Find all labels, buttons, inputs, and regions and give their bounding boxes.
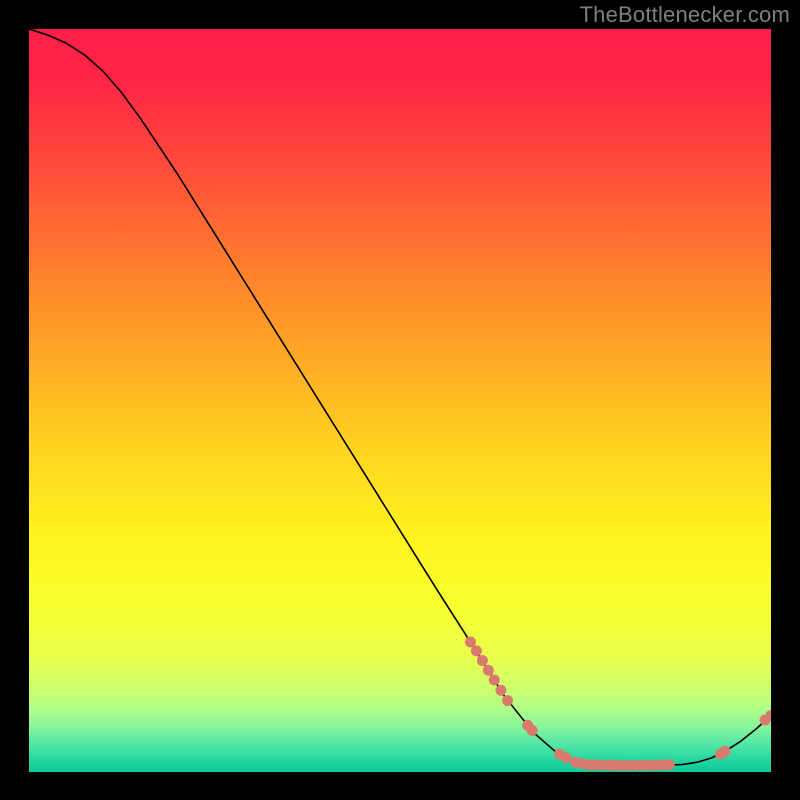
data-marker <box>561 753 571 763</box>
data-marker <box>527 725 537 735</box>
data-marker <box>664 760 674 770</box>
data-marker <box>471 646 481 656</box>
data-marker <box>503 696 513 706</box>
data-marker <box>720 746 730 756</box>
gradient-background <box>29 29 771 772</box>
data-marker <box>483 665 493 675</box>
plot-area <box>29 29 771 772</box>
data-marker <box>465 637 475 647</box>
bottleneck-chart-canvas: TheBottlenecker.com <box>0 0 800 800</box>
data-marker <box>477 656 487 666</box>
data-marker <box>496 685 506 695</box>
chart-svg <box>29 29 771 772</box>
data-marker <box>489 675 499 685</box>
watermark-label: TheBottlenecker.com <box>580 2 790 28</box>
